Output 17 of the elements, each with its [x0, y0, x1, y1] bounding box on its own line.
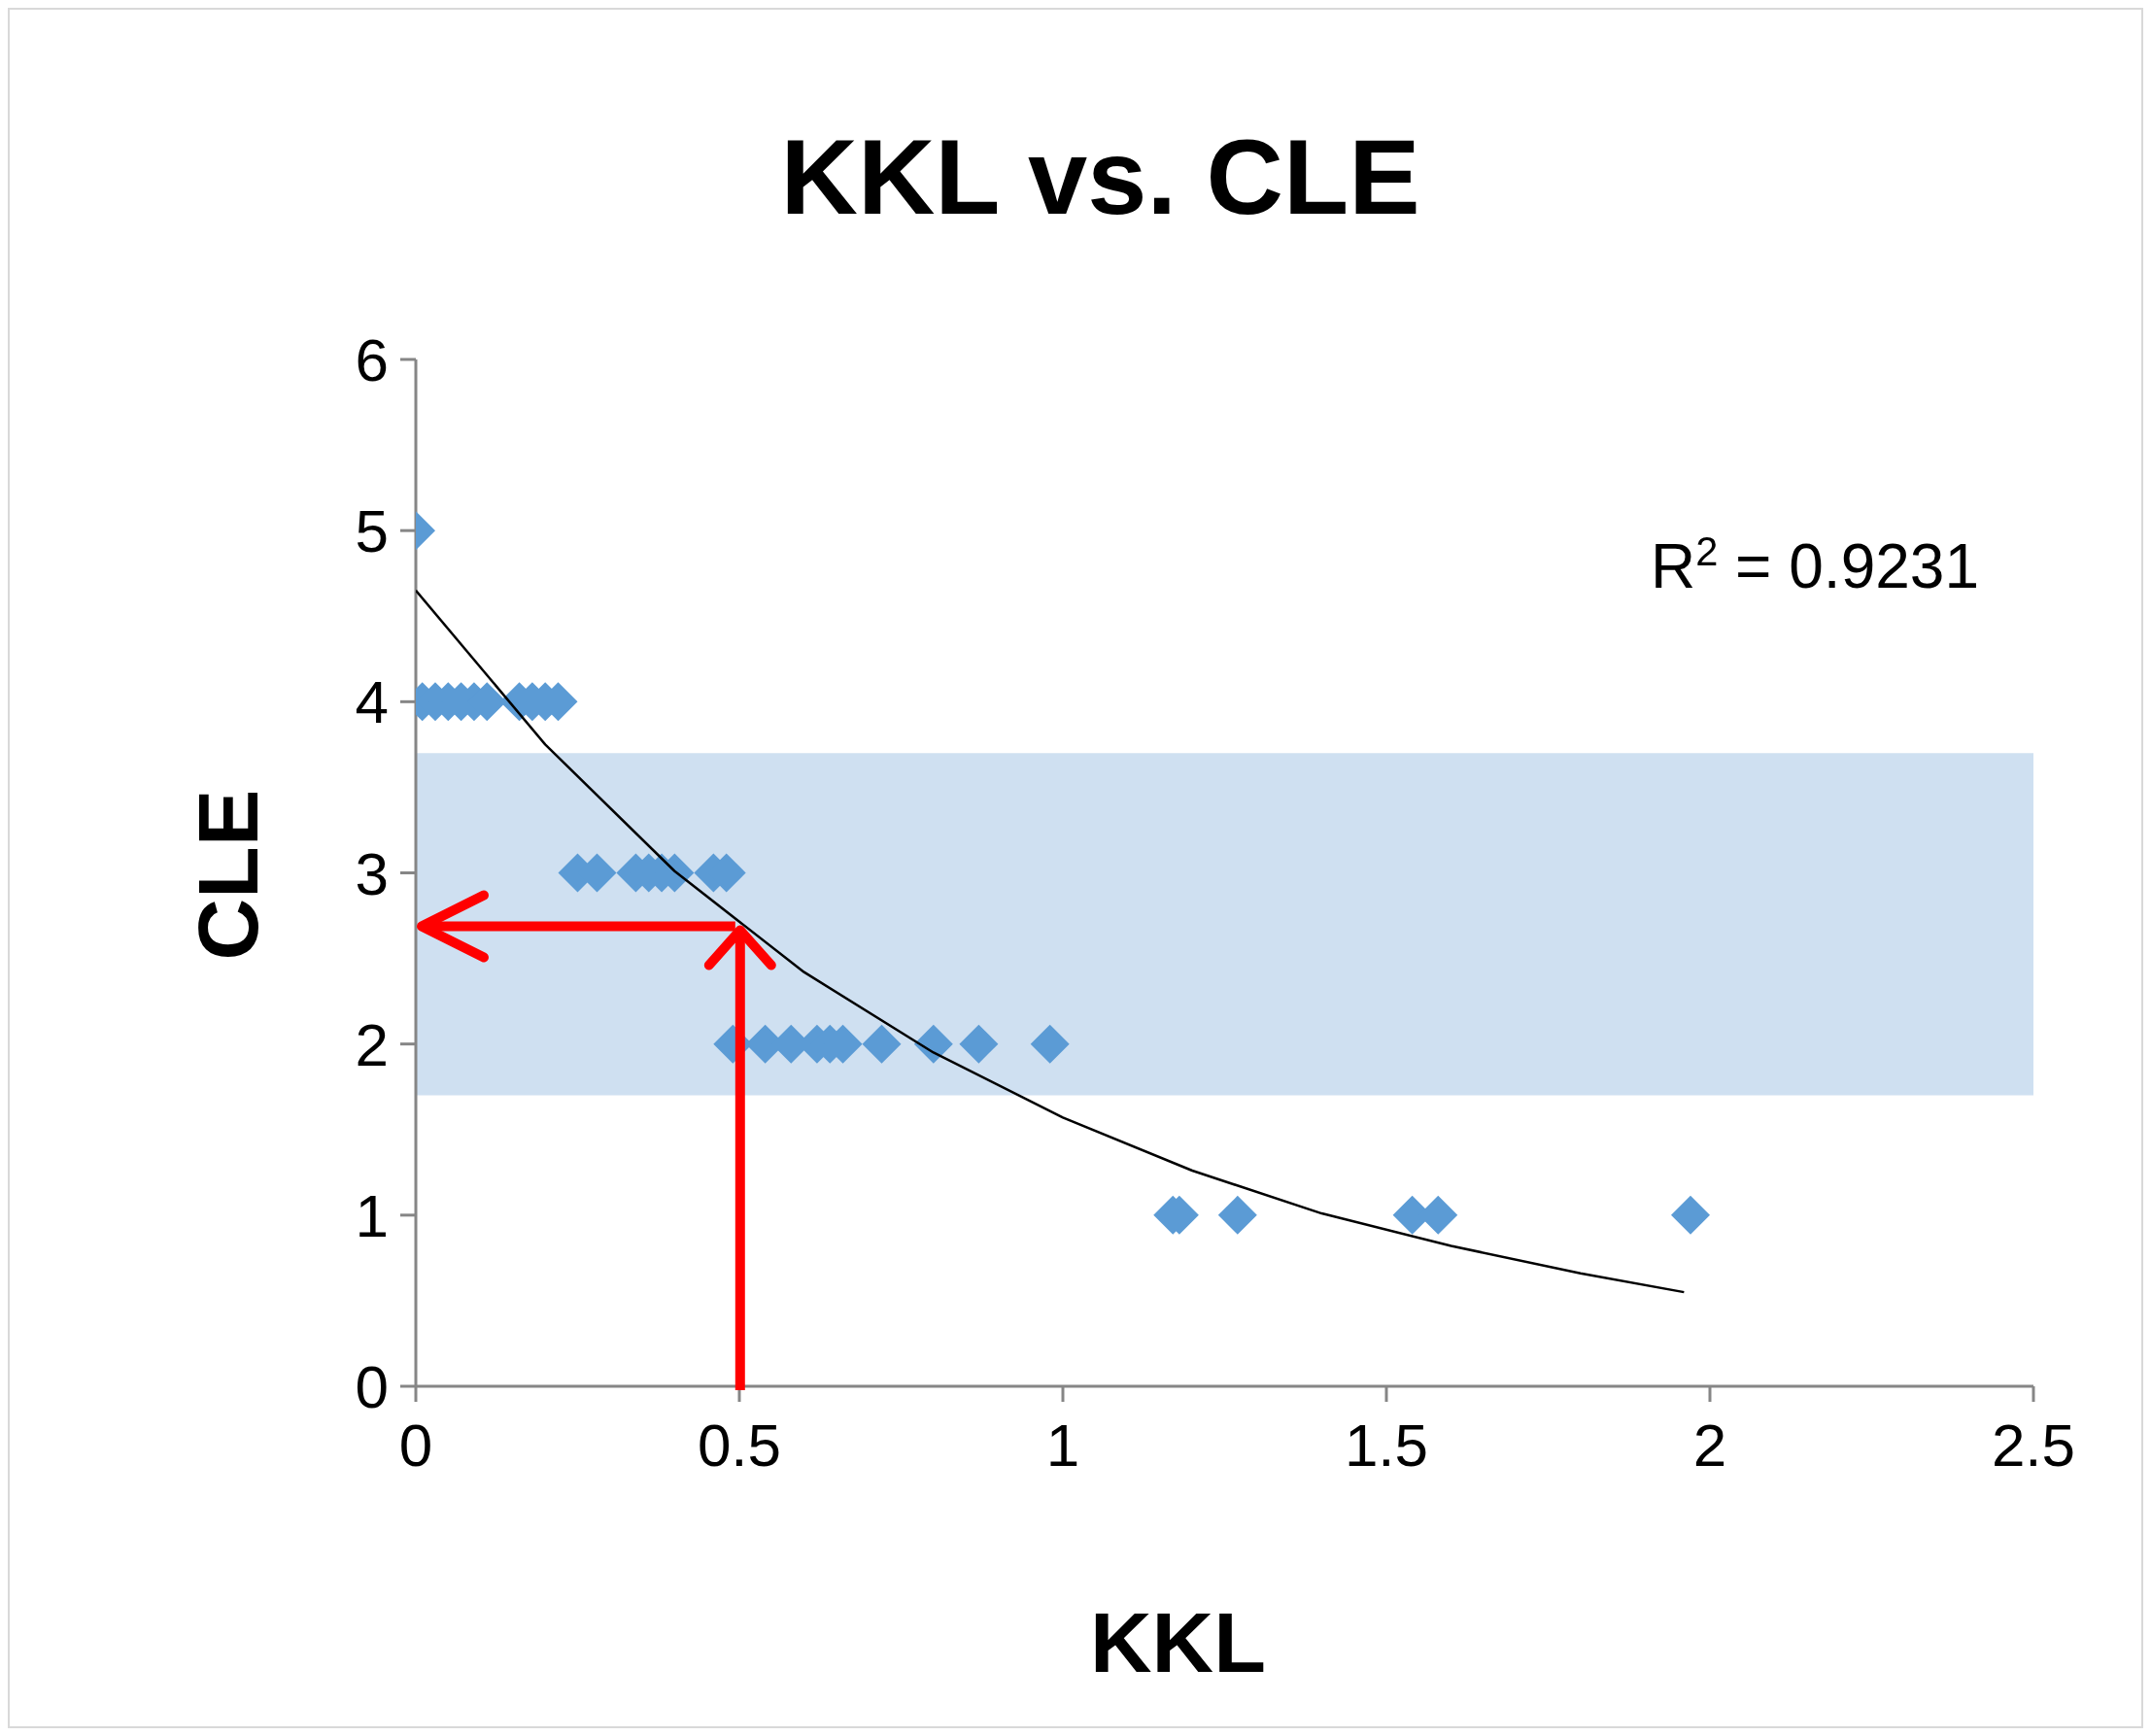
annotation: R$^{2}$ = 0.9231	[1650, 528, 1979, 601]
y-tick-label: 2	[355, 1010, 389, 1078]
y-tick-label: 4	[355, 668, 389, 736]
x-axis-title: KKL	[1090, 1594, 1266, 1690]
y-tick-label: 5	[355, 497, 389, 565]
x-tick-label: 1	[1045, 1412, 1080, 1480]
y-axis-title: CLE	[180, 789, 276, 961]
y-tick-label: 6	[355, 326, 389, 394]
x-tick-label: 1.5	[1344, 1412, 1429, 1480]
x-tick-label: 0	[398, 1412, 433, 1480]
y-tick-label: 1	[355, 1181, 389, 1249]
x-tick-label: 2	[1692, 1412, 1727, 1480]
chart-title: KKL vs. CLE	[780, 117, 1420, 236]
x-tick-label: 0.5	[697, 1412, 782, 1480]
x-tick-label: 2.5	[1991, 1412, 2076, 1480]
y-tick-label: 0	[355, 1353, 389, 1421]
y-tick-label: 3	[355, 839, 389, 907]
